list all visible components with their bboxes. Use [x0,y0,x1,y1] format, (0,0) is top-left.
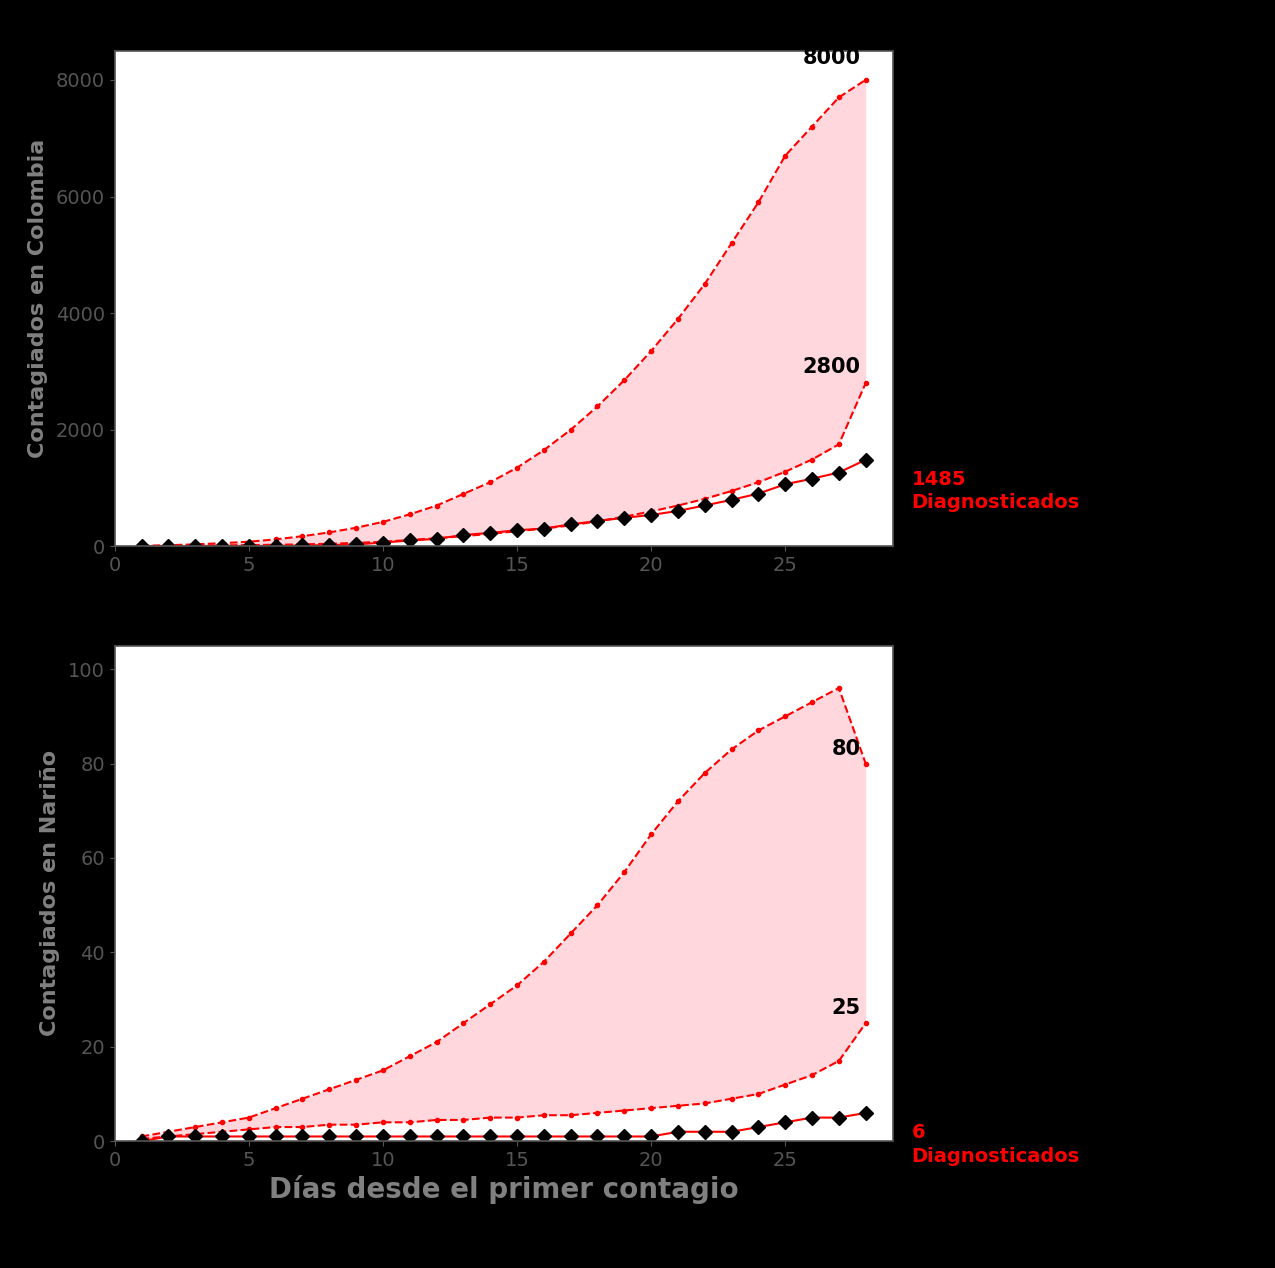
Text: 2800: 2800 [802,358,861,378]
Text: 80: 80 [831,739,861,758]
Text: 8000: 8000 [802,48,861,68]
Text: 25: 25 [831,998,861,1018]
Text: Est: Est [935,884,969,903]
Text: Est: Est [935,222,969,241]
Y-axis label: Contagiados en Colombia: Contagiados en Colombia [28,139,47,458]
Text: 1485
Diagnosticados: 1485 Diagnosticados [912,470,1080,512]
Y-axis label: Contagiados en Nariño: Contagiados en Nariño [40,751,60,1036]
X-axis label: Días desde el primer contagio: Días desde el primer contagio [269,1175,738,1205]
Text: 6
Diagnosticados: 6 Diagnosticados [912,1123,1080,1165]
